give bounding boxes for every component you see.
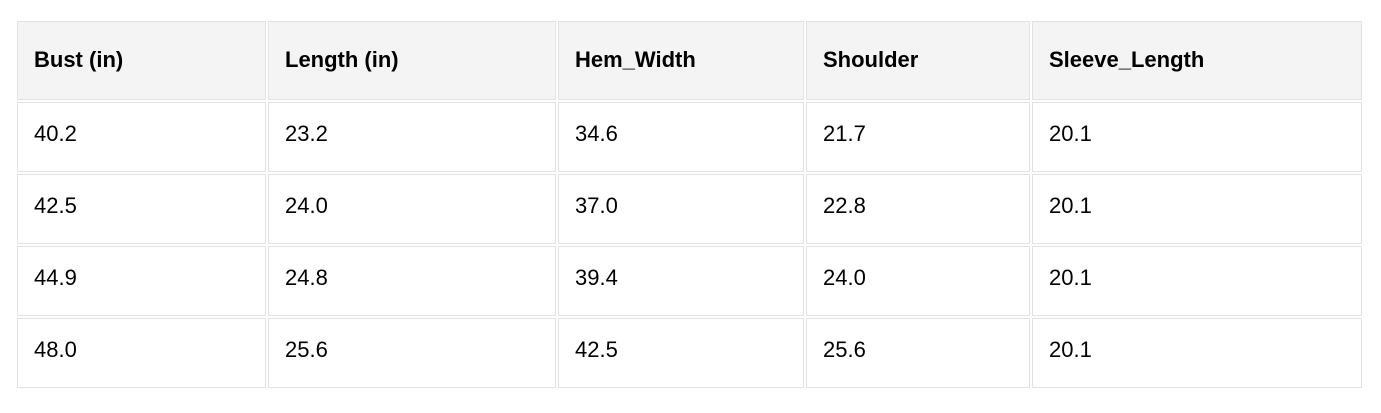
table-row: 48.0 25.6 42.5 25.6 20.1 bbox=[17, 318, 1362, 388]
table-cell: 20.1 bbox=[1032, 318, 1362, 388]
column-header-bust: Bust (in) bbox=[17, 21, 266, 100]
table-cell: 48.0 bbox=[17, 318, 266, 388]
table-row: 44.9 24.8 39.4 24.0 20.1 bbox=[17, 246, 1362, 316]
column-header-hem-width: Hem_Width bbox=[558, 21, 804, 100]
column-header-sleeve-length: Sleeve_Length bbox=[1032, 21, 1362, 100]
table-cell: 39.4 bbox=[558, 246, 804, 316]
table-header-row: Bust (in) Length (in) Hem_Width Shoulder… bbox=[17, 21, 1362, 100]
column-header-length: Length (in) bbox=[268, 21, 556, 100]
table-cell: 20.1 bbox=[1032, 102, 1362, 172]
table-cell: 25.6 bbox=[806, 318, 1030, 388]
table-cell: 22.8 bbox=[806, 174, 1030, 244]
table-cell: 42.5 bbox=[558, 318, 804, 388]
table-cell: 25.6 bbox=[268, 318, 556, 388]
table-cell: 24.8 bbox=[268, 246, 556, 316]
table-cell: 34.6 bbox=[558, 102, 804, 172]
table-row: 40.2 23.2 34.6 21.7 20.1 bbox=[17, 102, 1362, 172]
table-cell: 23.2 bbox=[268, 102, 556, 172]
table-cell: 42.5 bbox=[17, 174, 266, 244]
table-cell: 20.1 bbox=[1032, 246, 1362, 316]
table-row: 42.5 24.0 37.0 22.8 20.1 bbox=[17, 174, 1362, 244]
table-cell: 20.1 bbox=[1032, 174, 1362, 244]
table-cell: 37.0 bbox=[558, 174, 804, 244]
table-cell: 24.0 bbox=[268, 174, 556, 244]
column-header-shoulder: Shoulder bbox=[806, 21, 1030, 100]
table-cell: 21.7 bbox=[806, 102, 1030, 172]
table-cell: 24.0 bbox=[806, 246, 1030, 316]
table-cell: 40.2 bbox=[17, 102, 266, 172]
size-chart-table: Bust (in) Length (in) Hem_Width Shoulder… bbox=[15, 19, 1364, 390]
table-cell: 44.9 bbox=[17, 246, 266, 316]
